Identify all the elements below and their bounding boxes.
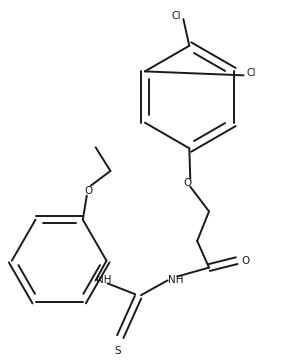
Text: S: S xyxy=(114,346,121,356)
Text: NH: NH xyxy=(96,275,111,285)
Text: O: O xyxy=(183,178,191,188)
Text: NH: NH xyxy=(167,275,183,285)
Text: O: O xyxy=(85,186,93,196)
Text: O: O xyxy=(242,256,250,266)
Text: Cl: Cl xyxy=(172,11,181,21)
Text: Cl: Cl xyxy=(246,68,256,78)
